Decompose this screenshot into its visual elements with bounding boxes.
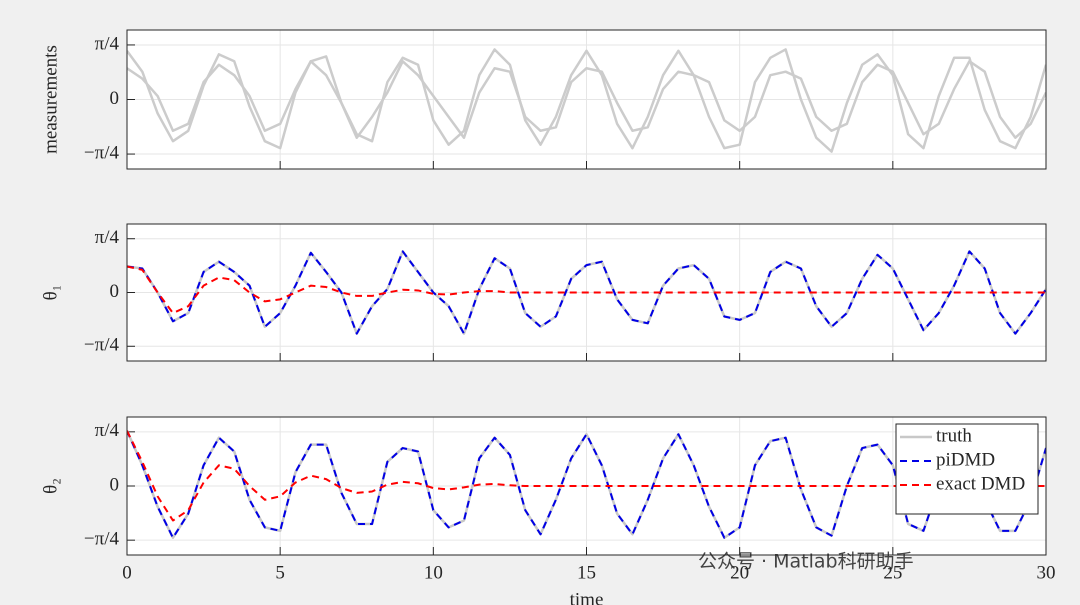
legend-label: piDMD [936, 449, 995, 470]
series-line [127, 430, 1046, 522]
y-tick-label: 0 [110, 281, 120, 302]
x-tick-label: 15 [577, 562, 596, 583]
y-tick-label: π/4 [95, 33, 120, 54]
legend-label: truth [936, 425, 972, 446]
watermark: 公众号 · Matlab科研助手 [698, 551, 914, 573]
series-line [127, 60, 1046, 139]
series-line [127, 250, 1046, 335]
y-tick-label: 0 [110, 88, 120, 109]
series-line [127, 48, 1046, 153]
series-line [127, 265, 1046, 315]
axes-box [126, 29, 1047, 170]
series-line [127, 430, 1046, 539]
y-tick-label: π/4 [95, 420, 120, 441]
y-tick-label: −π/4 [84, 335, 120, 356]
y-axis-label: θ₁ [40, 285, 61, 301]
x-tick-label: 25 [883, 562, 902, 583]
x-axis-label: time [570, 589, 604, 605]
y-axis-label: measurements [40, 45, 61, 154]
axes-box [126, 416, 1047, 556]
legend-box [895, 423, 1039, 515]
x-tick-label: 10 [424, 562, 443, 583]
x-tick-label: 0 [122, 562, 132, 583]
x-tick-label: 5 [275, 562, 285, 583]
legend-label: exact DMD [936, 473, 1025, 494]
axes-box [126, 223, 1047, 362]
y-tick-label: −π/4 [84, 529, 120, 550]
x-tick-label: 30 [1037, 562, 1056, 583]
y-tick-label: 0 [110, 474, 120, 495]
y-tick-label: π/4 [95, 227, 120, 248]
x-tick-label: 20 [730, 562, 749, 583]
y-tick-label: −π/4 [84, 142, 120, 163]
y-axis-label: θ₂ [40, 478, 61, 494]
